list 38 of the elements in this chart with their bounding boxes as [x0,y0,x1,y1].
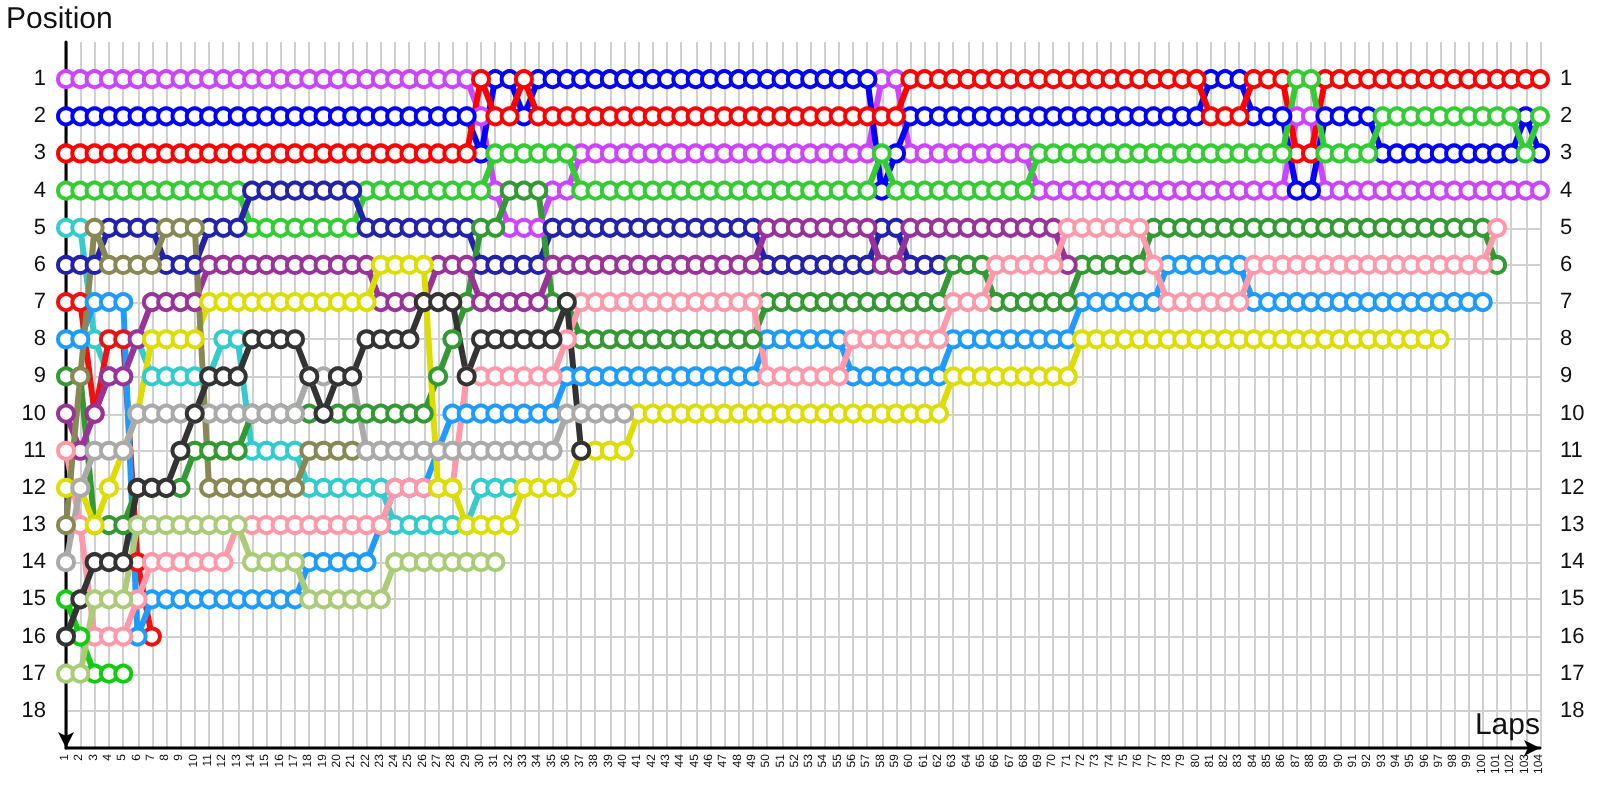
y2-tick-label: 2 [1560,104,1573,129]
y2-tick-label: 14 [1560,550,1585,575]
y-tick-label: 18 [21,698,46,723]
y-axis-title: Position [6,2,113,36]
y2-tick-label: 13 [1560,513,1585,538]
y-tick-label: 4 [33,178,46,203]
y2-tick-label: 15 [1560,587,1585,612]
y-tick-label: 14 [21,550,46,575]
y-tick-label: 17 [21,661,46,686]
y-tick-label: 3 [33,141,46,166]
y2-tick-label: 11 [1560,438,1583,463]
y-tick-label: 5 [33,215,46,240]
y2-tick-label: 10 [1560,401,1585,426]
y2-tick-label: 12 [1560,475,1585,500]
y-tick-label: 7 [33,290,46,315]
y2-tick-label: 8 [1560,327,1573,352]
y2-tick-label: 4 [1560,178,1573,203]
y2-tick-label: 9 [1560,364,1573,389]
y2-tick-label: 18 [1560,698,1585,723]
y-tick-label: 15 [21,587,46,612]
y-tick-label: 13 [21,513,46,538]
y2-tick-label: 5 [1560,215,1573,240]
x-axis-title: Laps [1474,708,1540,742]
y2-tick-label: 7 [1560,290,1573,315]
y2-tick-label: 1 [1560,67,1573,92]
y-tick-label: 12 [21,475,46,500]
y-tick-label: 6 [33,252,46,277]
y-tick-label: 1 [33,67,46,92]
y-tick-label: 8 [33,327,46,352]
y-tick-label: 11 [23,438,46,463]
y-tick-label: 9 [33,364,46,389]
y2-tick-label: 17 [1560,661,1585,686]
y2-tick-label: 6 [1560,252,1573,277]
y-tick-label: 2 [33,104,46,129]
y2-tick-label: 3 [1560,141,1573,166]
y-tick-label: 16 [21,624,46,649]
y2-tick-label: 16 [1560,624,1585,649]
y-tick-label: 10 [21,401,46,426]
